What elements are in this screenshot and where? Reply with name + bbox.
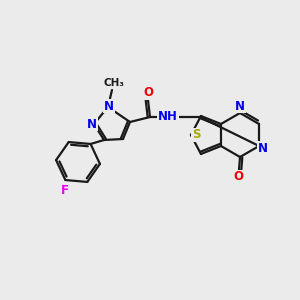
Text: NH: NH bbox=[158, 110, 178, 122]
Text: F: F bbox=[60, 182, 68, 196]
Text: N: N bbox=[258, 142, 268, 154]
Text: F: F bbox=[60, 184, 68, 196]
Text: CH₃: CH₃ bbox=[103, 78, 124, 88]
Text: O: O bbox=[233, 170, 243, 184]
Text: N: N bbox=[104, 100, 114, 112]
Text: S: S bbox=[192, 128, 200, 142]
Text: O: O bbox=[143, 86, 153, 100]
Text: N: N bbox=[87, 118, 97, 130]
Text: N: N bbox=[235, 100, 245, 112]
